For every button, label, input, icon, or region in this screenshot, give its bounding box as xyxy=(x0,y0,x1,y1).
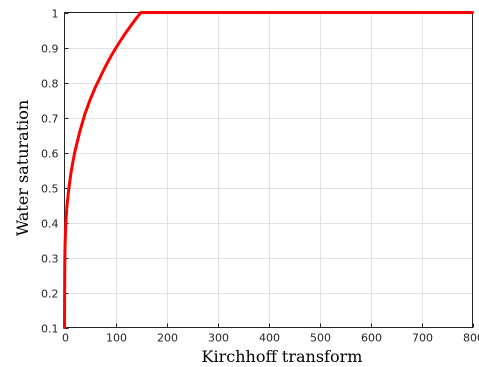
y-axis-label: Water saturation xyxy=(13,100,32,236)
y-tick-label: 0.3 xyxy=(41,253,59,266)
x-tick-label: 800 xyxy=(463,332,479,345)
x-tick-label: 400 xyxy=(259,332,280,345)
plot-area-frame xyxy=(64,12,473,328)
y-tick-label: 0.9 xyxy=(41,43,59,56)
y-tick-label: 0.8 xyxy=(41,78,59,91)
y-tick-label: 0.6 xyxy=(41,148,59,161)
x-axis-label: Kirchhoff transform xyxy=(202,347,363,366)
x-tick-label: 100 xyxy=(106,332,127,345)
grid-lines xyxy=(64,12,473,328)
x-tick-label: 0 xyxy=(62,332,69,345)
x-tick-label: 300 xyxy=(208,332,229,345)
x-tick-label: 600 xyxy=(361,332,382,345)
x-tick-label: 700 xyxy=(412,332,433,345)
x-tick-labels: 0 100 200 300 400 500 600 700 800 xyxy=(62,332,479,345)
series-line xyxy=(63,11,474,329)
x-tick-label: 500 xyxy=(310,332,331,345)
y-tick-label: 0.2 xyxy=(41,288,59,301)
y-tick-label: 0.1 xyxy=(41,323,59,336)
y-tick-labels: 0.1 0.2 0.3 0.4 0.5 0.6 0.7 0.8 0.9 1 xyxy=(41,8,59,336)
y-tick-label: 1 xyxy=(52,8,59,21)
x-tick-label: 200 xyxy=(157,332,178,345)
y-tick-label: 0.5 xyxy=(41,183,59,196)
y-tick-label: 0.4 xyxy=(41,218,59,231)
y-tick-label: 0.7 xyxy=(41,113,59,126)
